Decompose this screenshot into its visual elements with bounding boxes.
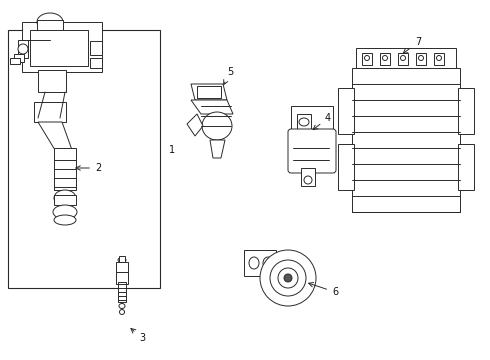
Bar bbox=[362, 53, 372, 65]
Bar bbox=[18, 40, 28, 58]
Polygon shape bbox=[191, 100, 233, 114]
Bar bbox=[352, 68, 460, 212]
Bar bbox=[297, 114, 311, 130]
Bar bbox=[119, 256, 125, 262]
Ellipse shape bbox=[249, 257, 259, 269]
Circle shape bbox=[260, 250, 316, 306]
Ellipse shape bbox=[119, 303, 125, 309]
Bar bbox=[90, 41, 102, 55]
Ellipse shape bbox=[299, 118, 309, 126]
Bar bbox=[38, 70, 66, 92]
Ellipse shape bbox=[118, 257, 126, 262]
Circle shape bbox=[383, 55, 388, 60]
Text: 1: 1 bbox=[169, 145, 175, 155]
Bar bbox=[116, 262, 128, 284]
Bar bbox=[338, 88, 354, 134]
Bar bbox=[338, 144, 354, 190]
Bar bbox=[14, 54, 24, 62]
Bar bbox=[10, 58, 20, 64]
Text: 3: 3 bbox=[131, 329, 145, 343]
Bar bbox=[90, 58, 102, 68]
Text: 5: 5 bbox=[224, 67, 233, 85]
Bar bbox=[301, 168, 315, 186]
Polygon shape bbox=[210, 140, 225, 158]
Circle shape bbox=[365, 55, 369, 60]
Circle shape bbox=[278, 268, 298, 288]
Text: 7: 7 bbox=[403, 37, 421, 54]
Polygon shape bbox=[187, 114, 203, 136]
Circle shape bbox=[284, 274, 292, 282]
Ellipse shape bbox=[54, 190, 76, 206]
Polygon shape bbox=[38, 122, 72, 150]
Bar bbox=[34, 102, 66, 122]
Polygon shape bbox=[191, 84, 227, 100]
Bar bbox=[54, 195, 76, 205]
Bar bbox=[458, 88, 474, 134]
FancyBboxPatch shape bbox=[288, 129, 336, 173]
Bar bbox=[54, 148, 76, 190]
Circle shape bbox=[418, 55, 423, 60]
Ellipse shape bbox=[263, 257, 273, 269]
Ellipse shape bbox=[37, 13, 63, 31]
Bar bbox=[22, 22, 102, 72]
Bar bbox=[356, 48, 456, 68]
Bar bbox=[197, 86, 221, 98]
Ellipse shape bbox=[53, 205, 77, 219]
Ellipse shape bbox=[202, 112, 232, 140]
Text: 4: 4 bbox=[313, 113, 331, 130]
Text: 2: 2 bbox=[76, 163, 101, 173]
Circle shape bbox=[120, 310, 124, 315]
Circle shape bbox=[304, 176, 312, 184]
Text: 6: 6 bbox=[309, 283, 338, 297]
Bar bbox=[8, 30, 160, 288]
Bar bbox=[30, 30, 88, 66]
Bar bbox=[118, 282, 126, 302]
Bar bbox=[244, 250, 276, 276]
Bar bbox=[37, 20, 63, 32]
Circle shape bbox=[437, 55, 441, 60]
Bar bbox=[434, 53, 444, 65]
Circle shape bbox=[18, 44, 28, 54]
Ellipse shape bbox=[54, 215, 76, 225]
Circle shape bbox=[400, 55, 406, 60]
Bar bbox=[291, 106, 333, 134]
Bar bbox=[398, 53, 408, 65]
Bar bbox=[458, 144, 474, 190]
Bar bbox=[380, 53, 390, 65]
Bar bbox=[416, 53, 426, 65]
Circle shape bbox=[270, 260, 306, 296]
